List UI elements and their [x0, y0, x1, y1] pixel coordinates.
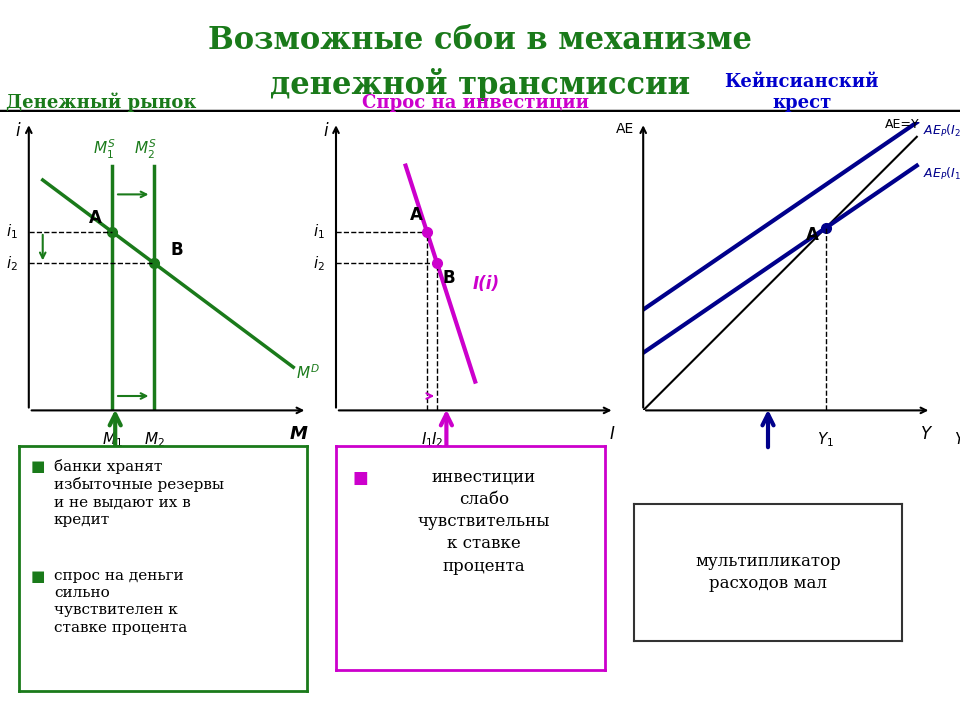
- Text: Возможные сбои в механизме: Возможные сбои в механизме: [208, 25, 752, 56]
- Text: AE=Y: AE=Y: [885, 118, 920, 131]
- Text: $M_2$: $M_2$: [144, 431, 164, 449]
- Text: $i_1$: $i_1$: [6, 222, 17, 241]
- Text: ■: ■: [352, 469, 368, 487]
- Text: M: M: [289, 425, 307, 443]
- Text: мультипликатор
расходов мал: мультипликатор расходов мал: [695, 553, 841, 592]
- Text: Кейнсианский
крест: Кейнсианский крест: [725, 73, 878, 112]
- Text: спрос на деньги
сильно
чувствителен к
ставке процента: спрос на деньги сильно чувствителен к ст…: [54, 569, 187, 635]
- Text: Спрос на инвестиции: Спрос на инвестиции: [362, 94, 588, 112]
- Text: I(i): I(i): [472, 276, 499, 294]
- Text: $Y_1$: $Y_1$: [817, 431, 834, 449]
- Text: AE: AE: [616, 122, 635, 136]
- Text: $I_2$: $I_2$: [431, 431, 444, 449]
- Text: $i_1$: $i_1$: [313, 222, 324, 241]
- Text: A: A: [805, 225, 818, 243]
- Text: I: I: [610, 425, 614, 443]
- Text: Y: Y: [921, 425, 931, 443]
- Text: $i_2$: $i_2$: [6, 254, 17, 273]
- Text: ■: ■: [31, 459, 45, 474]
- Text: банки хранят
избыточные резервы
и не выдают их в
кредит: банки хранят избыточные резервы и не выд…: [54, 459, 224, 527]
- Text: A: A: [410, 207, 423, 225]
- Text: $i_2$: $i_2$: [313, 254, 324, 273]
- Text: инвестиции
слабо
чувствительны
к ставке
процента: инвестиции слабо чувствительны к ставке …: [418, 469, 550, 575]
- Text: $M^S_2$: $M^S_2$: [134, 138, 157, 161]
- Text: B: B: [443, 269, 455, 287]
- Text: $Y_2$: $Y_2$: [954, 431, 960, 449]
- Text: A: A: [89, 210, 102, 228]
- Text: Денежный рынок: Денежный рынок: [6, 92, 196, 112]
- Text: денежной трансмиссии: денежной трансмиссии: [270, 68, 690, 102]
- Text: i: i: [15, 122, 20, 140]
- Text: $AE_P(I_2)$: $AE_P(I_2)$: [923, 123, 960, 139]
- Text: $I_1$: $I_1$: [420, 431, 433, 449]
- Text: ■: ■: [31, 569, 45, 584]
- Text: i: i: [323, 122, 327, 140]
- Text: $M^S_1$: $M^S_1$: [92, 138, 115, 161]
- Text: $AE_P(I_1)$: $AE_P(I_1)$: [923, 166, 960, 182]
- Text: $M_1$: $M_1$: [102, 431, 123, 449]
- Text: B: B: [170, 240, 182, 258]
- Text: $M^D$: $M^D$: [296, 363, 320, 382]
